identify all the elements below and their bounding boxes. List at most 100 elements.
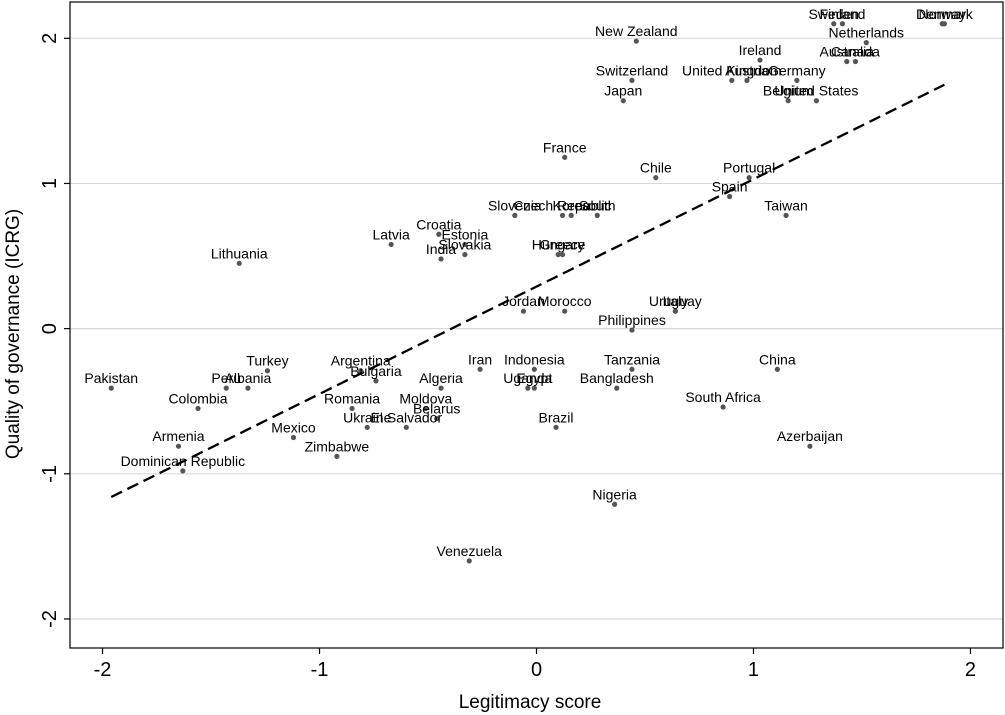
data-point: Lithuania [211,245,268,266]
point-label: Colombia [168,390,227,406]
point-marker [559,251,566,258]
point-label: Uruguay [649,293,702,309]
point-label: Albania [225,370,272,386]
point-marker [594,212,600,218]
point-marker [863,40,869,46]
data-point: Pakistan [84,370,138,391]
point-marker [334,453,340,459]
point-label: United States [774,83,858,99]
point-label: Romania [324,390,380,406]
data-point: Chile [640,160,672,181]
data-point: Nigeria [592,486,637,507]
point-marker [195,405,201,412]
data-point: Iran [468,351,492,372]
data-point: Moldova [399,390,453,412]
point-label: Norway [919,6,966,22]
point-marker [438,385,444,391]
point-marker [813,98,820,104]
point-label: Spain [712,179,748,195]
point-marker [403,424,409,430]
data-point: Armenia [152,428,205,449]
data-point: Turkey [246,353,289,374]
data-point: Bangladesh [580,370,654,391]
point-marker [794,77,800,83]
point-marker [388,241,394,248]
point-marker [629,77,635,83]
data-point: Belgium [763,83,813,104]
point-marker [852,58,859,65]
point-label: Armenia [152,428,204,444]
point-marker [436,231,442,237]
data-point: United Kingdom [682,62,782,83]
point-label: South [579,197,616,213]
data-point: Japan [604,83,642,104]
point-label: Egypt [516,370,552,386]
point-label: Austria [725,62,769,78]
point-marker [245,385,251,391]
data-point: Slovenia [488,197,542,218]
point-marker [744,77,750,83]
point-marker [612,501,618,507]
data-point: United States [774,83,858,104]
data-point: Venezuela [437,543,502,564]
point-label: Turkey [246,353,288,369]
data-point: Estonia [442,226,488,248]
point-label: Brazil [539,409,574,425]
data-point: South Africa [685,389,761,410]
point-marker [462,251,468,258]
point-label: Korea [553,197,591,213]
y-tick-label: -1 [39,465,61,483]
data-point: Ireland [739,42,781,63]
data-point: Sweden [808,6,859,27]
point-label: Japan [604,83,642,99]
point-marker [373,378,379,384]
point-label: Algeria [419,370,463,386]
y-tick-label: -2 [39,610,61,628]
point-label: Portugal [723,160,775,176]
fit-line [110,83,945,499]
data-point: France [543,139,587,160]
y-axis: -2 -1 0 1 2 [39,33,70,628]
x-tick-label: -1 [311,659,329,681]
point-label: Morocco [538,293,592,309]
point-marker [807,443,813,449]
point-marker [562,308,568,314]
gridlines [70,37,1003,620]
point-marker [720,404,726,410]
point-marker [477,366,483,372]
point-marker [629,327,635,333]
data-point: Switzerland [596,62,668,83]
point-marker [531,385,537,391]
point-label: Sweden [808,6,859,22]
data-point: Mexico [271,420,316,441]
point-marker [108,385,114,391]
data-point: China [759,351,796,372]
point-marker [653,175,659,181]
plot-frame [69,1,1004,649]
point-marker [757,57,763,63]
data-point: Indonesia [504,351,565,372]
point-marker [466,558,472,564]
point-label: Czech Republic [514,197,612,213]
point-marker [531,366,537,372]
data-point: Belarus [413,401,460,422]
point-marker [831,21,837,27]
point-label: France [543,139,587,155]
point-label: Nigeria [592,486,637,502]
data-point: Portugal [723,160,775,181]
y-axis-title: Quality of governance (ICRG) [3,209,24,459]
point-marker [844,58,850,65]
point-marker [438,256,444,262]
point-label: Chile [640,160,672,176]
point-label: Jordan [502,293,545,309]
point-marker [746,175,752,181]
point-label: El Salvador [371,409,443,425]
point-marker [839,21,846,27]
point-marker [462,241,468,248]
point-label: Latvia [372,226,410,242]
point-marker [349,405,355,412]
point-label: Netherlands [829,25,905,41]
point-marker [614,385,620,391]
data-point: Netherlands [829,25,905,46]
